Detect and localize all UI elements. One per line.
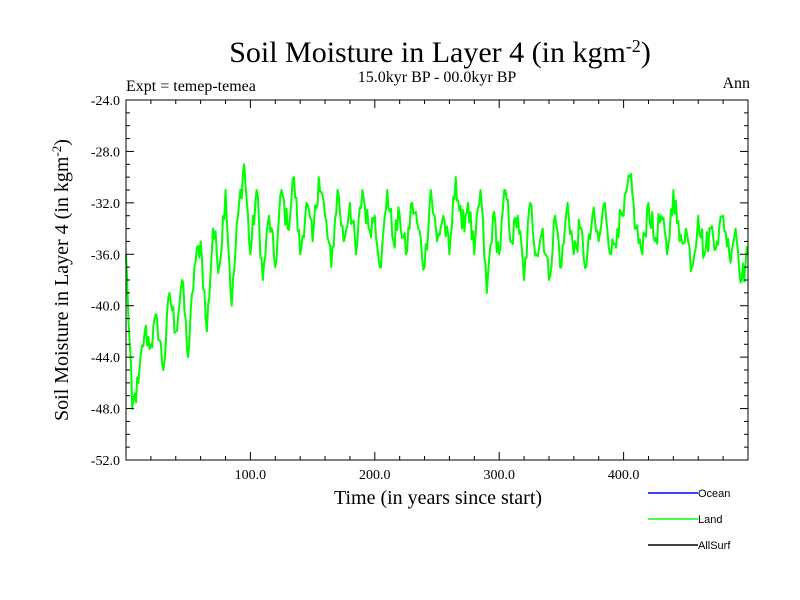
- y-tick-label: -24.0: [91, 94, 120, 109]
- y-tick-label: -36.0: [91, 248, 120, 263]
- chart-title-close: ): [641, 36, 651, 69]
- y-tick-label: -40.0: [91, 300, 120, 315]
- legend-label-land: Land: [698, 514, 722, 526]
- x-tick-label: 100.0: [235, 468, 267, 483]
- legend-label-ocean: Ocean: [698, 488, 730, 500]
- x-axis-label: Time (in years since start): [334, 487, 542, 509]
- y-axis-label: Soil Moisture in Layer 4 (in kgm-2): [49, 139, 74, 421]
- chart-subtitle: 15.0kyr BP - 00.0kyr BP: [358, 69, 517, 86]
- axis-layer: -52.0 -48.0 -44.0 -40.0 -36.0 -32.0 -28.0 -24.0…: [91, 94, 748, 483]
- x-tick-label: 300.0: [483, 468, 515, 483]
- experiment-label: Expt = temep-temea: [126, 78, 256, 95]
- legend-label-allsurf: AllSurf: [698, 540, 731, 552]
- data-layer: [125, 163, 749, 410]
- chart-title-sup: -2: [626, 36, 641, 56]
- plot-frame: [125, 99, 749, 461]
- y-tick-label: -48.0: [91, 403, 120, 418]
- series-line-land: [125, 163, 749, 410]
- y-tick-label: -32.0: [91, 197, 120, 212]
- y-axis-label-sup: -2: [49, 146, 64, 157]
- y-tick-label: -52.0: [91, 454, 120, 469]
- y-tick-label: -44.0: [91, 351, 120, 366]
- y-tick-label: -28.0: [91, 145, 120, 160]
- y-axis-label-close: ): [51, 139, 73, 146]
- x-tick-label: 400.0: [608, 468, 640, 483]
- season-label: Ann: [722, 75, 750, 92]
- y-axis-label-main: Soil Moisture in Layer 4 (in kgm: [51, 156, 73, 421]
- x-tick-label: 200.0: [359, 468, 391, 483]
- chart-title-main: Soil Moisture in Layer 4 (in kgm: [229, 36, 626, 69]
- legend: Ocean Land AllSurf: [648, 488, 731, 552]
- chart-title: Soil Moisture in Layer 4 (in kgm-2): [229, 36, 651, 69]
